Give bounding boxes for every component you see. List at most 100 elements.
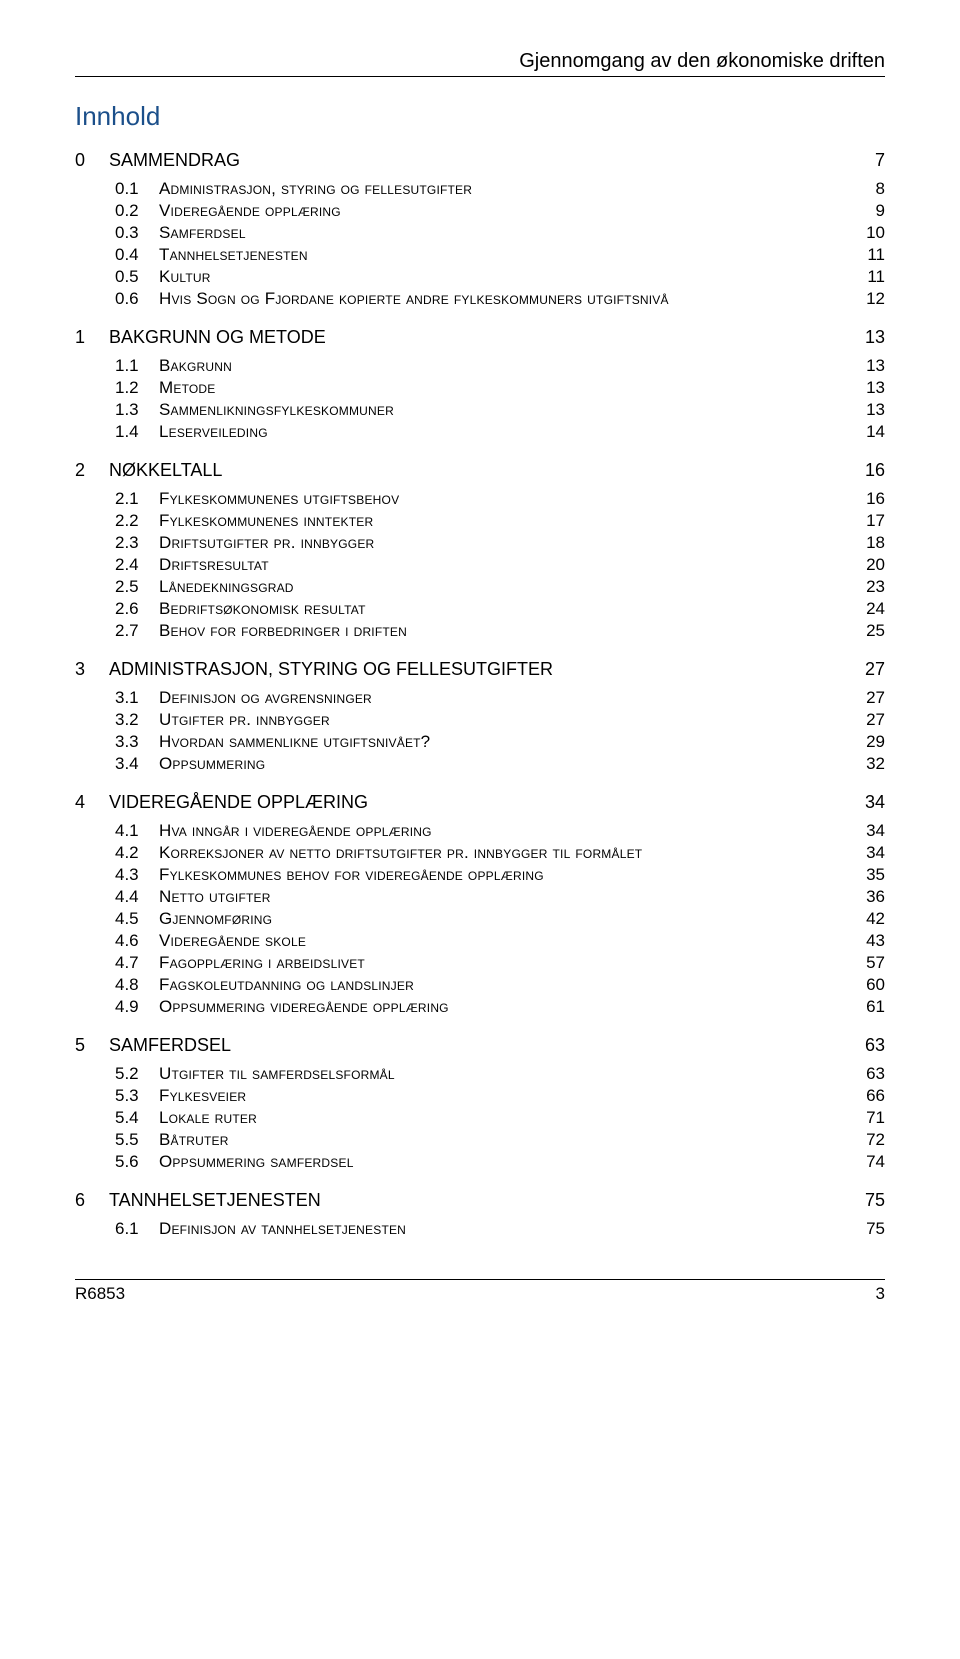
toc-entry-page: 75: [866, 1219, 885, 1239]
toc-entry-label: Samferdsel: [159, 223, 246, 243]
toc-entry-number: 2.1: [115, 489, 159, 509]
toc-section[interactable]: 5SAMFERDSEL 63: [75, 1035, 885, 1056]
toc-entry-label: Korreksjoner av netto driftsutgifter pr.…: [159, 843, 642, 863]
toc-entry-number: 1.2: [115, 378, 159, 398]
toc-subsection[interactable]: 3.3Hvordan sammenlikne utgiftsnivået?29: [115, 732, 885, 752]
toc-entry-label: Lånedekningsgrad: [159, 577, 294, 597]
toc-entry-page: 17: [866, 511, 885, 531]
toc-subsection[interactable]: 2.2Fylkeskommunenes inntekter17: [115, 511, 885, 531]
toc-subsection[interactable]: 4.6Videregående skole43: [115, 931, 885, 951]
toc-subsection[interactable]: 1.4Leserveileding14: [115, 422, 885, 442]
toc-subsection[interactable]: 2.6Bedriftsøkonomisk resultat24: [115, 599, 885, 619]
toc-subsection[interactable]: 2.1Fylkeskommunenes utgiftsbehov16: [115, 489, 885, 509]
toc-entry-number: 4: [75, 792, 109, 813]
toc-section[interactable]: 1BAKGRUNN OG METODE13: [75, 327, 885, 348]
toc-entry-label: Båtruter: [159, 1130, 229, 1150]
toc-entry-label: BAKGRUNN OG METODE: [109, 327, 326, 348]
toc-subsection[interactable]: 5.3Fylkesveier66: [115, 1086, 885, 1106]
toc-section[interactable]: 4VIDEREGÅENDE OPPLÆRING34: [75, 792, 885, 813]
toc-entry-number: 3.1: [115, 688, 159, 708]
toc-subsection[interactable]: 4.8Fagskoleutdanning og landslinjer60: [115, 975, 885, 995]
toc-subsection[interactable]: 1.2Metode13: [115, 378, 885, 398]
toc-subsection[interactable]: 4.4Netto utgifter36: [115, 887, 885, 907]
toc-subsection[interactable]: 0.6Hvis Sogn og Fjordane kopierte andre …: [115, 289, 885, 309]
toc-subsection[interactable]: 5.4Lokale ruter71: [115, 1108, 885, 1128]
toc-entry-label: Fagskoleutdanning og landslinjer: [159, 975, 414, 995]
toc-entry-number: 4.3: [115, 865, 159, 885]
toc-subsection[interactable]: 0.1Administrasjon, styring og fellesutgi…: [115, 179, 885, 199]
toc-entry-label: Sammenlikningsfylkeskommuner: [159, 400, 394, 420]
toc-subsection[interactable]: 5.6Oppsummering samferdsel74: [115, 1152, 885, 1172]
toc-entry-label: Driftsresultat: [159, 555, 269, 575]
toc-entry-number: 3.2: [115, 710, 159, 730]
toc-entry-number: 0.5: [115, 267, 159, 287]
toc-entry-number: 0.6: [115, 289, 159, 309]
toc-entry-page: 13: [866, 356, 885, 376]
toc-entry-page: 57: [866, 953, 885, 973]
toc-subsection[interactable]: 0.3Samferdsel10: [115, 223, 885, 243]
toc-entry-label: Driftsutgifter pr. innbygger: [159, 533, 374, 553]
toc-entry-label: Fylkeskommunes behov for videregående op…: [159, 865, 544, 885]
toc-subsection[interactable]: 2.4Driftsresultat20: [115, 555, 885, 575]
toc-section[interactable]: 6TANNHELSETJENESTEN75: [75, 1190, 885, 1211]
toc-entry-number: 2: [75, 460, 109, 481]
toc-entry-label: VIDEREGÅENDE OPPLÆRING: [109, 792, 368, 813]
toc-subsection[interactable]: 4.2Korreksjoner av netto driftsutgifter …: [115, 843, 885, 863]
toc-entry-page: 27: [866, 688, 885, 708]
toc-entry-page: 75: [865, 1190, 885, 1211]
toc-subsection[interactable]: 4.9Oppsummering videregående opplæring61: [115, 997, 885, 1017]
toc-entry-page: 35: [866, 865, 885, 885]
toc-section[interactable]: 2NØKKELTALL16: [75, 460, 885, 481]
toc-entry-label: SAMFERDSEL: [109, 1035, 231, 1056]
toc-section[interactable]: 0SAMMENDRAG7: [75, 150, 885, 171]
toc-entry-page: 14: [866, 422, 885, 442]
toc-entry-number: 1.3: [115, 400, 159, 420]
toc-entry-number: 4.1: [115, 821, 159, 841]
toc-entry-page: 20: [866, 555, 885, 575]
toc-subsection[interactable]: 5.5Båtruter72: [115, 1130, 885, 1150]
toc-subsection[interactable]: 0.2Videregående opplæring9: [115, 201, 885, 221]
toc-subsection[interactable]: 2.7Behov for forbedringer i driften25: [115, 621, 885, 641]
toc-subsection[interactable]: 4.1Hva inngår i videregående opplæring34: [115, 821, 885, 841]
toc-section[interactable]: 3ADMINISTRASJON, STYRING OG FELLESUTGIFT…: [75, 659, 885, 680]
toc-entry-page: 10: [866, 223, 885, 243]
toc-subsection[interactable]: 5.2Utgifter til samferdselsformål63: [115, 1064, 885, 1084]
toc-subsection[interactable]: 0.5Kultur11: [115, 267, 885, 287]
toc-entry-page: 9: [876, 201, 885, 221]
toc-entry-number: 1.4: [115, 422, 159, 442]
toc-subsection[interactable]: 2.3Driftsutgifter pr. innbygger18: [115, 533, 885, 553]
toc-subsection[interactable]: 4.3Fylkeskommunes behov for videregående…: [115, 865, 885, 885]
toc-entry-number: 5: [75, 1035, 109, 1056]
toc-subsection[interactable]: 3.4Oppsummering32: [115, 754, 885, 774]
page-header-title: Gjennomgang av den økonomiske driften: [75, 50, 885, 77]
toc-entry-label: Netto utgifter: [159, 887, 271, 907]
toc-entry-number: 3.4: [115, 754, 159, 774]
toc-entry-label: SAMMENDRAG: [109, 150, 240, 171]
toc-entry-label: Hvis Sogn og Fjordane kopierte andre fyl…: [159, 289, 669, 309]
toc-subsection[interactable]: 2.5Lånedekningsgrad23: [115, 577, 885, 597]
toc-subsection[interactable]: 4.7Fagopplæring i arbeidslivet57: [115, 953, 885, 973]
toc-subsection[interactable]: 1.3Sammenlikningsfylkeskommuner13: [115, 400, 885, 420]
toc-entry-page: 36: [866, 887, 885, 907]
toc-entry-page: 66: [866, 1086, 885, 1106]
toc-entry-label: Videregående opplæring: [159, 201, 341, 221]
toc-entry-number: 0: [75, 150, 109, 171]
toc-entry-number: 2.6: [115, 599, 159, 619]
toc-entry-page: 34: [866, 821, 885, 841]
toc-entry-number: 4.5: [115, 909, 159, 929]
toc-entry-number: 5.6: [115, 1152, 159, 1172]
toc-entry-page: 63: [865, 1035, 885, 1056]
toc-entry-page: 72: [866, 1130, 885, 1150]
toc-subsection[interactable]: 4.5Gjennomføring42: [115, 909, 885, 929]
toc-subsection[interactable]: 3.2Utgifter pr. innbygger27: [115, 710, 885, 730]
toc-entry-label: Tannhelsetjenesten: [159, 245, 308, 265]
toc-entry-page: 11: [867, 267, 885, 287]
toc-entry-page: 63: [866, 1064, 885, 1084]
toc-entry-page: 27: [865, 659, 885, 680]
toc-entry-label: Definisjon av tannhelsetjenesten: [159, 1219, 406, 1239]
toc-subsection[interactable]: 0.4Tannhelsetjenesten11: [115, 245, 885, 265]
toc-subsection[interactable]: 3.1Definisjon og avgrensninger27: [115, 688, 885, 708]
toc-entry-label: Utgifter til samferdselsformål: [159, 1064, 395, 1084]
toc-subsection[interactable]: 6.1Definisjon av tannhelsetjenesten75: [115, 1219, 885, 1239]
toc-subsection[interactable]: 1.1Bakgrunn13: [115, 356, 885, 376]
